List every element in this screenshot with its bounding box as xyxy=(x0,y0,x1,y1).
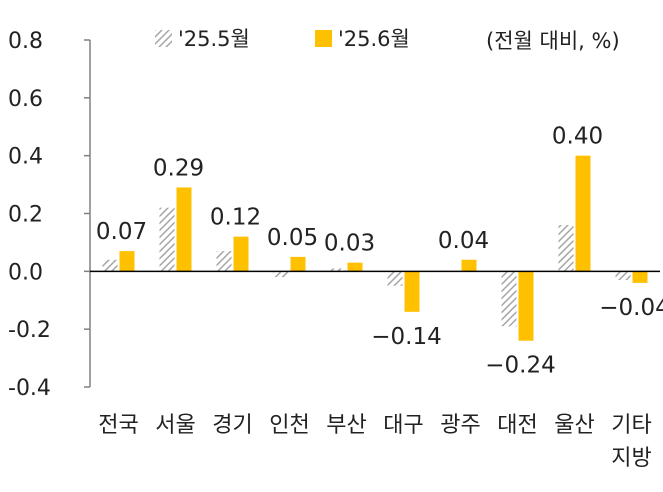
y-tick-label: -0.2 xyxy=(8,318,51,343)
bar-may xyxy=(558,225,574,272)
unit-note: (전월 대비, %) xyxy=(486,29,620,53)
bar-june xyxy=(632,271,648,283)
category-label: 광주 xyxy=(440,413,480,438)
data-label-june: 0.29 xyxy=(153,155,204,181)
y-tick-label: 0.2 xyxy=(8,203,43,228)
data-label-june: −0.24 xyxy=(485,353,555,379)
bar-may xyxy=(615,271,631,281)
y-tick-label: 0.8 xyxy=(8,29,43,54)
data-label-june: −0.04 xyxy=(599,295,663,321)
bar-june xyxy=(233,236,249,272)
category-label: 전국 xyxy=(98,413,138,438)
bar-june xyxy=(290,256,306,272)
data-label-june: 0.12 xyxy=(210,205,261,231)
bar-june xyxy=(518,271,534,341)
bar-june xyxy=(176,187,192,272)
data-label-june: 0.07 xyxy=(96,219,147,245)
bar-june xyxy=(461,259,477,272)
bar-may xyxy=(216,251,232,272)
data-label-june: 0.03 xyxy=(324,231,375,257)
data-label-june: 0.05 xyxy=(267,225,318,251)
category-label: 지방 xyxy=(611,446,651,471)
bar-may xyxy=(330,268,346,272)
y-tick-label: 0.0 xyxy=(8,260,43,285)
legend-label-may: '25.5월 xyxy=(178,27,250,51)
data-label-june: −0.14 xyxy=(371,324,441,350)
category-label: 인천 xyxy=(269,413,309,438)
legend-swatch-may xyxy=(155,30,172,47)
data-label-june: 0.40 xyxy=(552,124,603,150)
bar-june xyxy=(575,155,591,272)
category-label: 서울 xyxy=(155,413,195,438)
bar-june xyxy=(119,251,135,272)
category-label: 경기 xyxy=(212,413,252,438)
y-tick-label: -0.4 xyxy=(8,376,51,401)
category-label: 부산 xyxy=(326,413,366,438)
bar-may xyxy=(159,207,175,272)
legend-swatch-june xyxy=(315,30,332,47)
category-label: 울산 xyxy=(554,413,594,438)
bar-may xyxy=(501,271,517,327)
bar-may xyxy=(273,271,289,278)
y-tick-label: 0.6 xyxy=(8,87,43,112)
y-tick-label: 0.4 xyxy=(8,145,43,170)
category-label: 기타 xyxy=(611,413,651,438)
bar-june xyxy=(347,262,363,272)
category-label: 대전 xyxy=(497,413,537,438)
bar-may xyxy=(102,259,118,272)
data-label-june: 0.04 xyxy=(438,228,489,254)
legend: '25.5월 '25.6월 xyxy=(155,27,410,51)
bar-june xyxy=(404,271,420,312)
bar-may xyxy=(387,271,403,286)
legend-label-june: '25.6월 xyxy=(338,27,410,51)
category-label: 대구 xyxy=(383,413,423,438)
